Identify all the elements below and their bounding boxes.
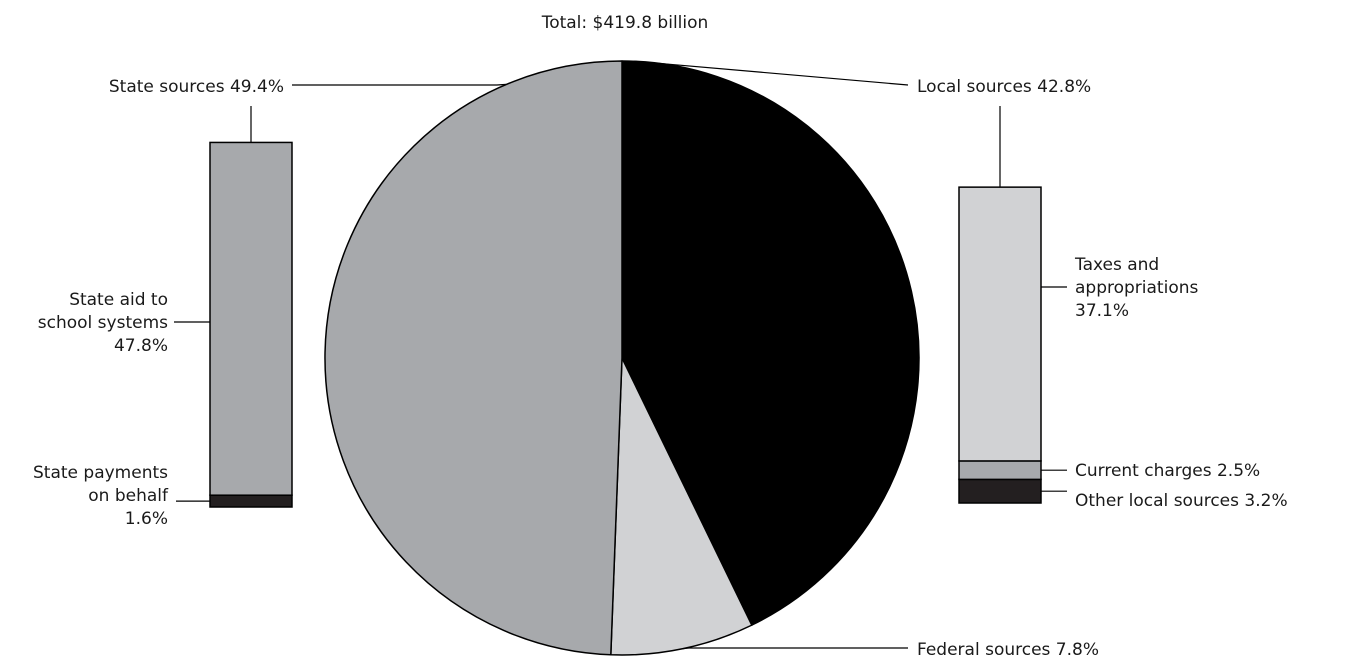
label-taxes-appropriations-line: Taxes and — [1074, 255, 1159, 275]
pie-slice-state-sources — [324, 60, 623, 656]
label-current-charges-line: Current charges 2.5% — [1075, 461, 1260, 481]
leader-lines — [174, 60, 1067, 650]
label-state-payments-line: 1.6% — [125, 509, 168, 529]
label-state-sources-line: State sources 49.4% — [109, 77, 284, 97]
leader-local-sources — [633, 60, 909, 86]
label-state-aid-line: 47.8% — [114, 336, 168, 356]
label-federal-sources-line: Federal sources 7.8% — [917, 640, 1099, 660]
label-state-aid-line: State aid to — [69, 290, 168, 310]
label-other-local-sources-line: Other local sources 3.2% — [1075, 491, 1288, 511]
leader-federal-sources — [683, 647, 908, 650]
label-local-sources-line: Local sources 42.8% — [917, 77, 1091, 97]
label-taxes-appropriations: Taxes and appropriations 37.1% — [1074, 255, 1199, 321]
bar-segment-current-charges — [958, 460, 1042, 481]
label-state-payments-line: on behalf — [88, 486, 169, 506]
label-state-payments-line: State payments — [33, 463, 168, 483]
label-state-aid: State aid to school systems 47.8% — [38, 290, 168, 356]
label-taxes-appropriations-line: 37.1% — [1075, 301, 1129, 321]
slice-labels: State sources 49.4% Local sources 42.8% Fe… — [33, 77, 1288, 660]
label-state-sources: State sources 49.4% — [109, 77, 284, 97]
label-state-aid-line: school systems — [38, 313, 168, 333]
label-current-charges: Current charges 2.5% — [1075, 461, 1260, 481]
bar-segment-other-local-sources — [958, 478, 1042, 504]
label-other-local-sources: Other local sources 3.2% — [1075, 491, 1288, 511]
local-sources-breakdown-bar — [958, 186, 1042, 504]
label-taxes-appropriations-line: appropriations — [1075, 278, 1199, 298]
bar-segment-state-payments-on-behalf — [209, 494, 293, 508]
pie-slices — [324, 60, 920, 656]
bar-segment-state-aid-to-school-systems — [209, 141, 293, 496]
pie-slice-local-sources — [621, 60, 920, 626]
chart-title: Total: $419.8 billion — [541, 13, 709, 33]
leader-state-sources — [292, 83, 507, 86]
label-federal-sources: Federal sources 7.8% — [917, 640, 1099, 660]
state-sources-breakdown-bar — [209, 141, 293, 508]
label-state-payments: State payments on behalf 1.6% — [33, 463, 169, 529]
label-local-sources: Local sources 42.8% — [917, 77, 1091, 97]
bar-segment-taxes-and-appropriations — [958, 186, 1042, 462]
